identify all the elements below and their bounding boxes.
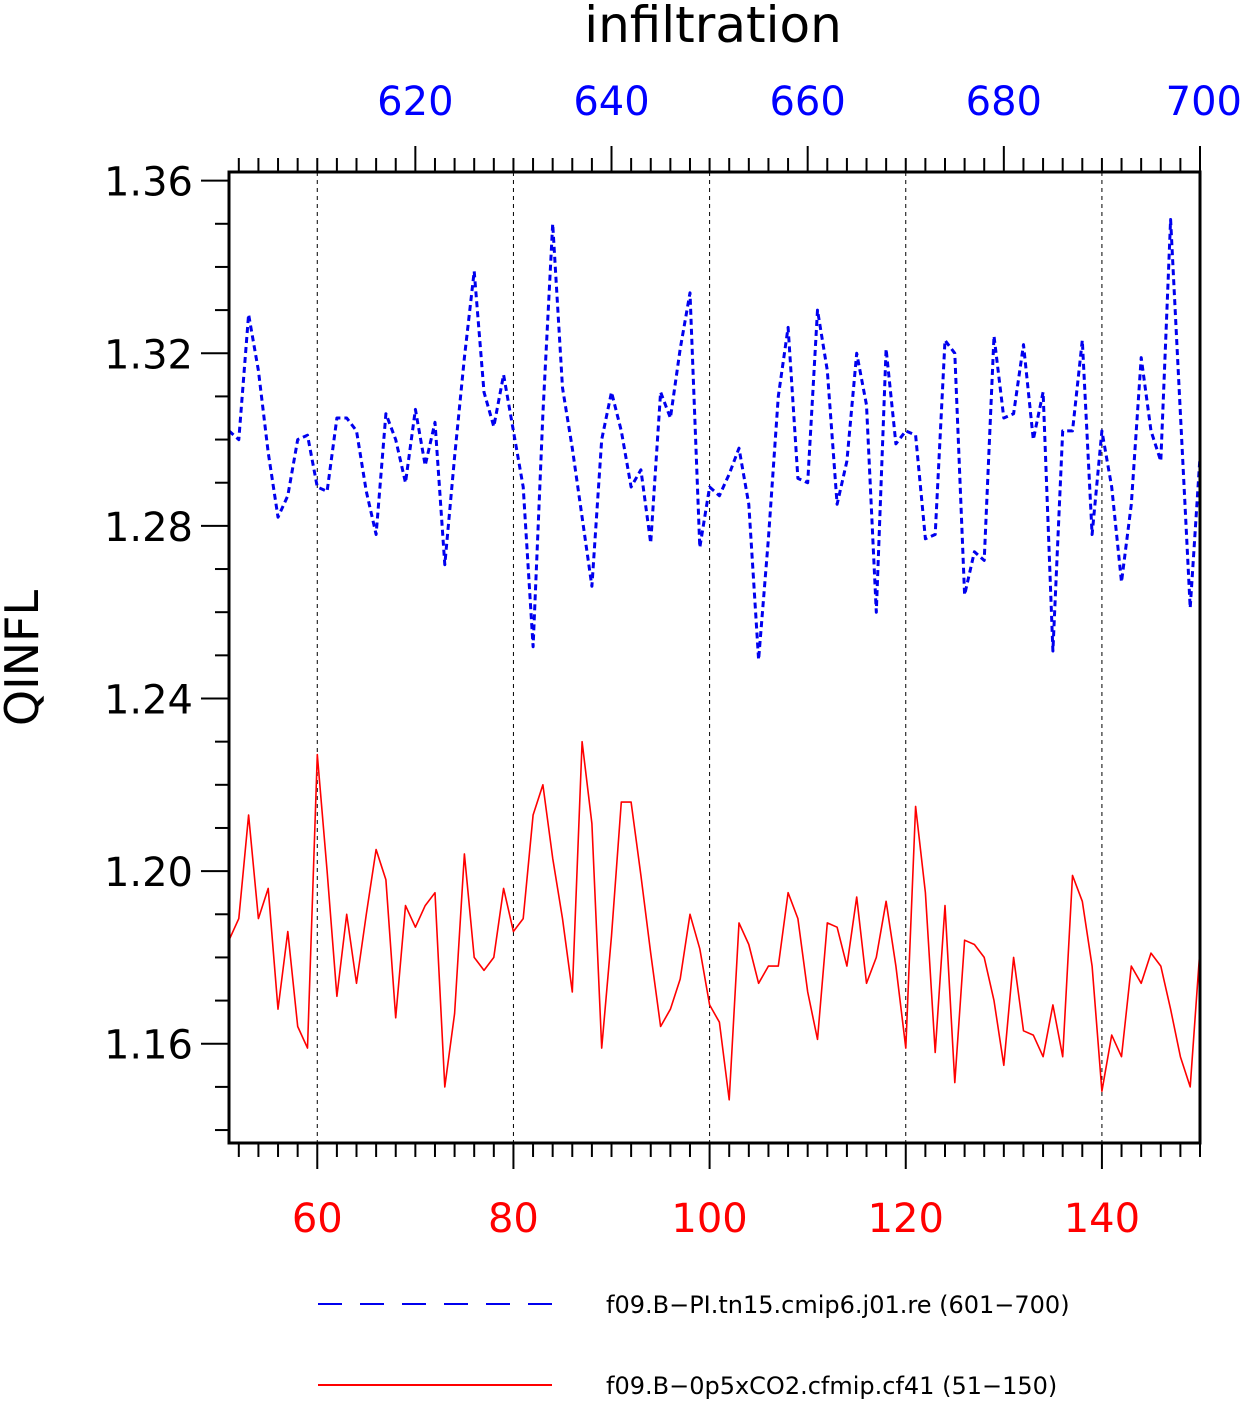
top-x-tick-labels: 620 640 660 680 700 — [377, 79, 1242, 125]
bottom-tick-label: 80 — [488, 1196, 539, 1242]
bottom-tick-label: 120 — [868, 1196, 944, 1242]
y-tick-labels: 1.36 1.32 1.28 1.24 1.20 1.16 — [104, 160, 193, 1069]
legend-label-series-2: f09.B−0p5xCO2.cfmip.cf41 (51−150) — [606, 1372, 1057, 1400]
grid-lines — [316, 172, 1103, 1143]
top-tick-label: 680 — [966, 79, 1042, 125]
legend-label-series-1: f09.B−PI.tn15.cmip6.j01.re (601−700) — [606, 1291, 1070, 1319]
axes — [201, 146, 1202, 1169]
y-tick-label: 1.28 — [104, 505, 193, 551]
y-tick-label: 1.16 — [104, 1023, 193, 1069]
series-line-1 — [228, 218, 1202, 662]
y-tick-label: 1.32 — [104, 332, 193, 378]
top-tick-label: 700 — [1166, 79, 1242, 125]
y-tick-label: 1.24 — [104, 677, 193, 723]
plot-frame — [227, 170, 1202, 1145]
top-tick-label: 620 — [377, 79, 453, 125]
y-tick-label: 1.20 — [104, 850, 193, 896]
top-tick-label: 640 — [573, 79, 649, 125]
top-tick-label: 660 — [769, 79, 845, 125]
legend: f09.B−PI.tn15.cmip6.j01.re (601−700) f09… — [318, 1291, 1070, 1400]
chart-title: infiltration — [584, 0, 842, 54]
series-line-2 — [228, 740, 1201, 1101]
y-tick-label: 1.36 — [104, 160, 193, 206]
bottom-tick-label: 100 — [671, 1196, 747, 1242]
bottom-tick-label: 60 — [292, 1196, 343, 1242]
bottom-tick-label: 140 — [1064, 1196, 1140, 1242]
series-layer — [228, 218, 1202, 1101]
bottom-x-tick-labels: 60 80 100 120 140 — [292, 1196, 1140, 1242]
y-axis-label: QINFL — [0, 589, 49, 726]
